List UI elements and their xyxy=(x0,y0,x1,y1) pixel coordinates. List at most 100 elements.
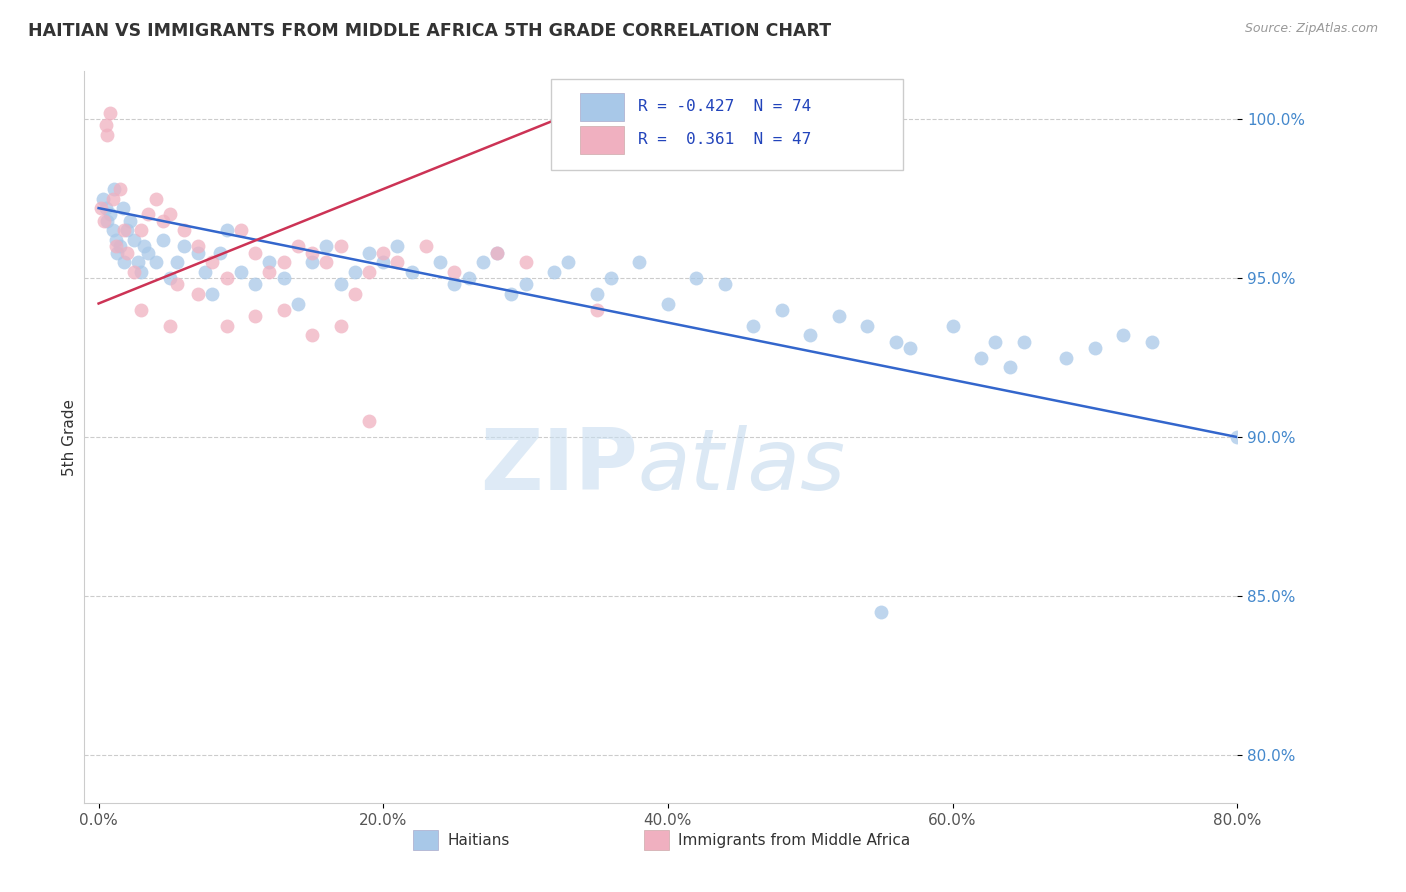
Point xyxy=(103,182,125,196)
Point xyxy=(187,245,209,260)
Point xyxy=(301,255,323,269)
Point xyxy=(243,245,266,260)
Point xyxy=(243,310,266,324)
Point xyxy=(259,265,281,279)
Point xyxy=(343,265,366,279)
Point xyxy=(166,277,188,292)
Point xyxy=(515,277,537,292)
FancyBboxPatch shape xyxy=(551,78,903,170)
Point xyxy=(112,255,135,269)
Point xyxy=(127,255,149,269)
Point xyxy=(187,239,209,253)
Point xyxy=(429,255,451,269)
Point xyxy=(501,287,523,301)
Point xyxy=(401,265,423,279)
Point xyxy=(343,287,366,301)
Point xyxy=(742,318,765,333)
Point xyxy=(243,277,266,292)
Point xyxy=(373,245,395,260)
Point xyxy=(799,328,821,343)
Point xyxy=(111,201,134,215)
Point xyxy=(115,245,138,260)
Point xyxy=(329,277,352,292)
Y-axis label: 5th Grade: 5th Grade xyxy=(62,399,77,475)
Point xyxy=(101,192,124,206)
Point xyxy=(229,265,252,279)
Point xyxy=(315,239,337,253)
Point xyxy=(115,223,138,237)
Point xyxy=(173,239,195,253)
Point xyxy=(159,318,181,333)
Point xyxy=(273,271,295,285)
Point xyxy=(201,287,224,301)
Point xyxy=(104,239,127,253)
Point xyxy=(159,207,181,221)
Point xyxy=(884,334,907,349)
Point xyxy=(152,233,174,247)
Point xyxy=(96,214,118,228)
Point xyxy=(287,239,309,253)
Point xyxy=(1226,430,1249,444)
Point xyxy=(515,255,537,269)
Point xyxy=(387,255,409,269)
Point xyxy=(215,223,238,237)
Point xyxy=(585,302,607,317)
Point xyxy=(93,214,115,228)
Point xyxy=(770,302,793,317)
Point xyxy=(984,334,1007,349)
Point xyxy=(112,223,135,237)
Bar xyxy=(581,94,624,121)
Bar xyxy=(581,127,624,154)
Point xyxy=(145,192,167,206)
Point xyxy=(215,318,238,333)
Point xyxy=(357,245,380,260)
Point xyxy=(187,287,209,301)
Point xyxy=(201,255,224,269)
Point xyxy=(287,296,309,310)
Point xyxy=(208,245,231,260)
Point xyxy=(457,271,479,285)
Point xyxy=(96,128,118,142)
Text: Immigrants from Middle Africa: Immigrants from Middle Africa xyxy=(678,832,910,847)
Point xyxy=(714,277,737,292)
Point xyxy=(585,287,607,301)
Point xyxy=(273,255,295,269)
Point xyxy=(229,223,252,237)
Text: Source: ZipAtlas.com: Source: ZipAtlas.com xyxy=(1244,22,1378,36)
Point xyxy=(387,239,409,253)
Point xyxy=(1084,341,1107,355)
Text: atlas: atlas xyxy=(638,425,846,508)
Point xyxy=(118,214,141,228)
Point xyxy=(134,239,156,253)
Point xyxy=(357,265,380,279)
Point xyxy=(91,192,114,206)
Point xyxy=(129,302,152,317)
Point xyxy=(215,271,238,285)
Point xyxy=(101,223,124,237)
Point xyxy=(108,239,131,253)
Point xyxy=(105,245,128,260)
Point xyxy=(152,214,174,228)
Point xyxy=(870,605,893,619)
Point xyxy=(357,414,380,428)
Point xyxy=(173,223,195,237)
Point xyxy=(1056,351,1078,365)
Point xyxy=(329,239,352,253)
Point xyxy=(628,255,651,269)
Point xyxy=(486,245,509,260)
Point xyxy=(273,302,295,317)
Point xyxy=(98,207,121,221)
Point xyxy=(856,318,879,333)
Text: R = -0.427  N = 74: R = -0.427 N = 74 xyxy=(638,99,811,114)
Bar xyxy=(644,830,669,850)
Point xyxy=(122,265,145,279)
Point xyxy=(543,265,565,279)
Point xyxy=(970,351,993,365)
Point xyxy=(194,265,217,279)
Point xyxy=(1012,334,1035,349)
Point xyxy=(138,245,160,260)
Point xyxy=(259,255,281,269)
Point xyxy=(166,255,188,269)
Point xyxy=(129,223,152,237)
Point xyxy=(329,318,352,333)
